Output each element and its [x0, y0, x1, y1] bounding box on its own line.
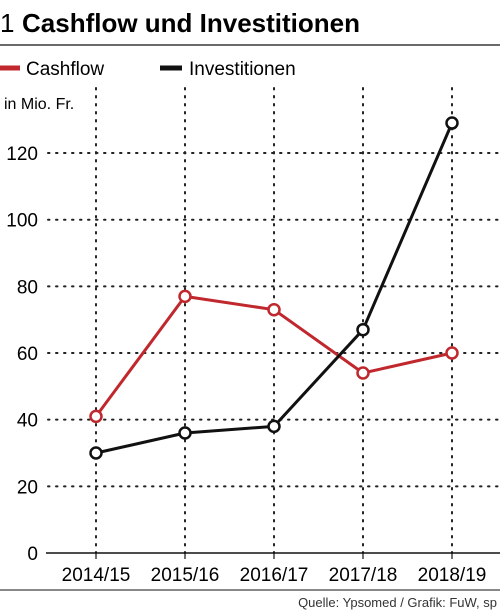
x-tick-label: 2015/16 [151, 565, 220, 586]
x-tick-label: 2017/18 [329, 565, 398, 586]
y-tick-label: 60 [17, 344, 38, 365]
y-tick-label: 120 [6, 144, 38, 165]
x-tick-label: 2016/17 [240, 565, 309, 586]
y-tick-label: 0 [27, 544, 38, 565]
source-note: Quelle: Ypsomed / Grafik: FuW, sp [298, 595, 497, 610]
grid [47, 87, 500, 554]
chart-title: Cashflow und Investitionen [22, 8, 360, 38]
chart-number: 1 [0, 8, 14, 38]
y-tick-label: 40 [17, 411, 38, 432]
data-point-investitionen [178, 426, 192, 440]
data-point-cashflow [178, 289, 192, 304]
data-point-investitionen [89, 446, 103, 460]
legend-label-investitionen: Investitionen [189, 59, 296, 80]
legend: Cashflow Investitionen [0, 59, 296, 80]
data-point-cashflow [267, 302, 281, 317]
data-point-investitionen [445, 116, 459, 130]
legend-label-cashflow: Cashflow [26, 59, 104, 80]
axes: 0 20 40 60 80 100 120 2014/15 2015/16 2016/17 2017… [6, 144, 500, 586]
data-point-cashflow [89, 409, 103, 424]
data-point-cashflow [356, 366, 370, 380]
y-tick-label: 80 [17, 277, 38, 298]
y-tick-label: 100 [6, 211, 38, 232]
data-point-cashflow [445, 346, 459, 360]
x-tick-label: 2018/19 [418, 565, 487, 586]
series [89, 116, 459, 460]
data-point-investitionen [267, 419, 281, 434]
x-tick-label: 2014/15 [62, 565, 131, 586]
y-tick-label: 20 [17, 477, 38, 498]
y-axis-unit-label: in Mio. Fr. [4, 96, 74, 113]
data-point-investitionen [356, 322, 370, 337]
